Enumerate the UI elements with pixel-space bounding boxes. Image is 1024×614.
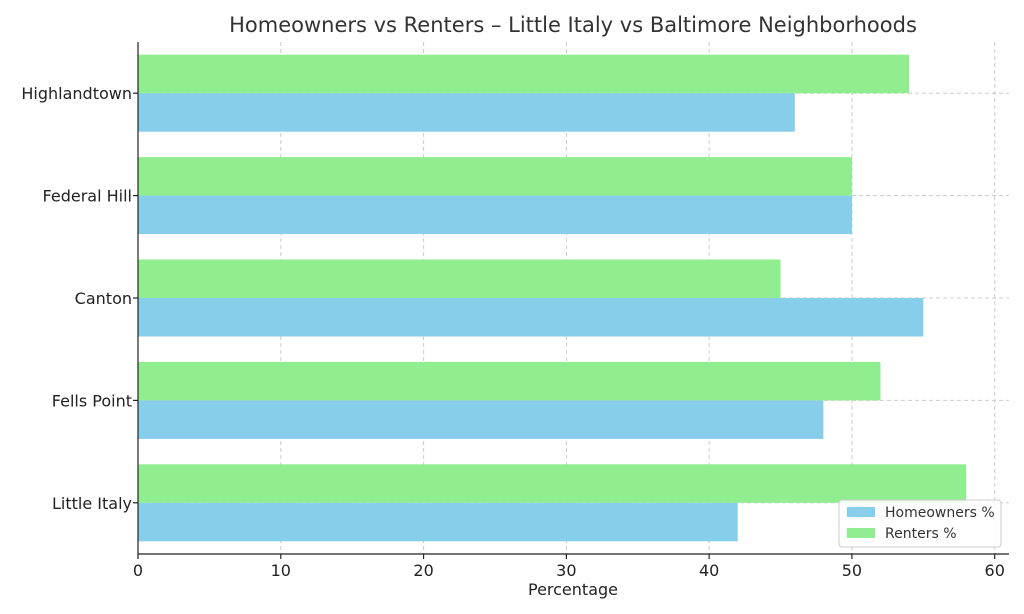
bar <box>138 54 910 94</box>
bar <box>138 298 924 337</box>
bar <box>138 464 967 503</box>
bar <box>138 259 781 298</box>
bar <box>138 361 881 401</box>
legend-items: Homeowners % Renters % <box>847 505 995 542</box>
x-tick-label: 60 <box>985 561 1005 580</box>
category-label: Highlandtown <box>21 84 132 103</box>
bars <box>138 54 967 542</box>
legend-box <box>838 499 1002 548</box>
bar <box>138 195 852 235</box>
bar <box>138 400 824 439</box>
tick-labels: 0 10 20 30 40 50 60 Little Italy Fells Point Cant… <box>21 84 1005 580</box>
chart-title: Homeowners vs Renters – Little Italy vs … <box>229 13 917 37</box>
bar <box>138 93 795 132</box>
x-tick-label: 20 <box>413 561 433 580</box>
category-label: Federal Hill <box>43 187 132 206</box>
x-tick-label: 50 <box>842 561 862 580</box>
bar <box>138 157 852 196</box>
category-label: Fells Point <box>52 391 132 410</box>
category-label: Canton <box>75 289 132 308</box>
legend-label: Homeowners % <box>885 505 995 521</box>
category-label: Little Italy <box>52 494 132 513</box>
legend-swatch <box>847 528 875 538</box>
legend-swatch <box>847 507 875 517</box>
legend-label: Renters % <box>885 526 957 542</box>
bar <box>138 502 738 542</box>
x-tick-label: 40 <box>699 561 719 580</box>
x-tick-label: 0 <box>133 561 143 580</box>
x-axis-label: Percentage <box>528 580 618 599</box>
x-tick-label: 10 <box>271 561 291 580</box>
x-tick-label: 30 <box>556 561 576 580</box>
legend: Homeowners % Renters % <box>838 499 1002 548</box>
